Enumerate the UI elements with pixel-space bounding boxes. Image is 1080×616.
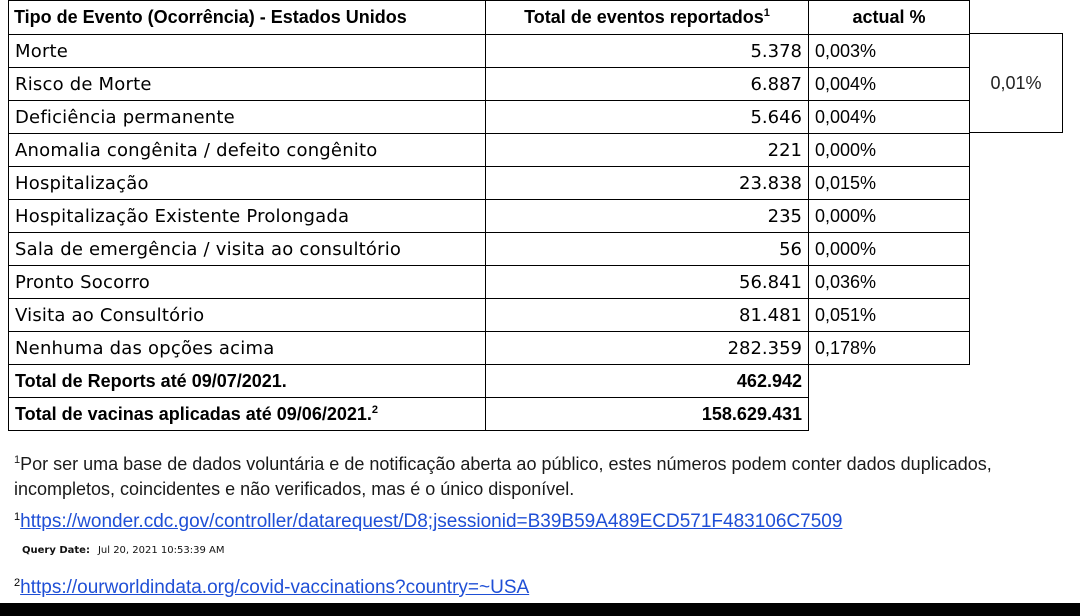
header-actual-pct: actual % [808, 0, 970, 35]
event-pct: 0,178% [808, 331, 970, 365]
event-label: Morte [8, 34, 486, 68]
event-total: 81.481 [485, 298, 809, 332]
event-pct: 0,004% [808, 100, 970, 134]
event-pct: 0,003% [808, 34, 970, 68]
total-row: Total de vacinas aplicadas até 09/06/202… [8, 397, 970, 431]
footnote-disclaimer: 1Por ser uma base de dados voluntária e … [14, 452, 1014, 502]
source-link-cdc-text[interactable]: https://wonder.cdc.gov/controller/datare… [20, 511, 843, 532]
source-link-owid-text[interactable]: https://ourworldindata.org/covid-vaccina… [20, 577, 530, 598]
source-link-cdc[interactable]: 1https://wonder.cdc.gov/controller/datar… [14, 511, 843, 532]
table-row: Nenhuma das opções acima 282.359 0,178% [8, 331, 970, 365]
footnote-marker: 1 [763, 7, 770, 19]
event-label: Sala de emergência / visita ao consultór… [8, 232, 486, 266]
empty-cell [809, 365, 970, 398]
query-date-value: Jul 20, 2021 10:53:39 AM [97, 545, 225, 556]
event-total: 56.841 [485, 265, 809, 299]
event-label: Hospitalização Existente Prolongada [8, 199, 486, 233]
total-label-text: Total de Reports até 09/07/2021. [15, 370, 287, 391]
combined-pct-cell: 0,01% [969, 33, 1063, 133]
table-row: Risco de Morte 6.887 0,004% [8, 67, 970, 101]
event-total: 5.646 [485, 100, 809, 134]
table-row: Deficiência permanente 5.646 0,004% [8, 100, 970, 134]
total-label: Total de Reports até 09/07/2021. [8, 364, 486, 398]
query-date: Query Date: Jul 20, 2021 10:53:39 AM [22, 545, 224, 556]
source-link-owid[interactable]: 2https://ourworldindata.org/covid-vaccin… [14, 577, 530, 598]
total-value: 462.942 [485, 364, 809, 398]
event-pct: 0,004% [808, 67, 970, 101]
table-row: Hospitalização 23.838 0,015% [8, 166, 970, 200]
event-pct: 0,000% [808, 232, 970, 266]
footnote-marker: 1 [14, 454, 21, 466]
event-label: Pronto Socorro [8, 265, 486, 299]
event-total: 23.838 [485, 166, 809, 200]
event-pct: 0,036% [808, 265, 970, 299]
event-label: Hospitalização [8, 166, 486, 200]
event-label: Deficiência permanente [8, 100, 486, 134]
event-pct: 0,000% [808, 199, 970, 233]
empty-cell [809, 398, 970, 431]
event-total: 235 [485, 199, 809, 233]
header-event-type: Tipo de Evento (Ocorrência) - Estados Un… [8, 0, 486, 35]
bottom-border-bar [0, 603, 1080, 616]
event-label: Nenhuma das opções acima [8, 331, 486, 365]
event-total: 221 [485, 133, 809, 167]
event-pct: 0,051% [808, 298, 970, 332]
table-row: Morte 5.378 0,003% [8, 34, 970, 68]
query-date-label: Query Date: [22, 545, 90, 556]
table-row: Anomalia congênita / defeito congênito 22… [8, 133, 970, 167]
table-row: Sala de emergência / visita ao consultór… [8, 232, 970, 266]
header-total-reported: Total de eventos reportados1 [485, 0, 809, 35]
total-row: Total de Reports até 09/07/2021. 462.942 [8, 364, 970, 398]
table-row: Pronto Socorro 56.841 0,036% [8, 265, 970, 299]
event-label: Risco de Morte [8, 67, 486, 101]
event-total: 282.359 [485, 331, 809, 365]
event-label: Anomalia congênita / defeito congênito [8, 133, 486, 167]
total-label: Total de vacinas aplicadas até 09/06/202… [8, 397, 486, 431]
event-pct: 0,015% [808, 166, 970, 200]
event-total: 56 [485, 232, 809, 266]
total-value: 158.629.431 [485, 397, 809, 431]
event-total: 6.887 [485, 67, 809, 101]
header-total-reported-label: Total de eventos reportados [524, 7, 764, 27]
event-total: 5.378 [485, 34, 809, 68]
table-header-row: Tipo de Evento (Ocorrência) - Estados Un… [8, 0, 970, 35]
footnote-marker: 2 [371, 403, 378, 416]
event-pct: 0,000% [808, 133, 970, 167]
event-label: Visita ao Consultório [8, 298, 486, 332]
table-row: Visita ao Consultório 81.481 0,051% [8, 298, 970, 332]
table-row: Hospitalização Existente Prolongada 235 0,… [8, 199, 970, 233]
adverse-events-table: Tipo de Evento (Ocorrência) - Estados Un… [8, 0, 970, 431]
footnote-text: Por ser uma base de dados voluntária e d… [14, 454, 992, 499]
total-label-text: Total de vacinas aplicadas até 09/06/202… [15, 403, 372, 424]
